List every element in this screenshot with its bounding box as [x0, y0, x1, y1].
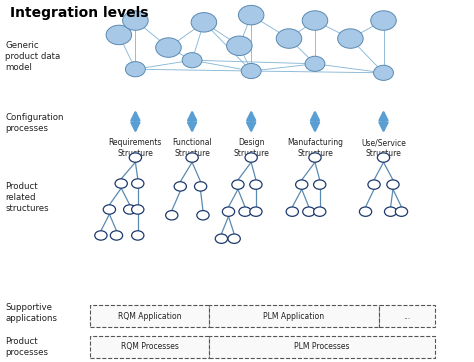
Circle shape: [115, 179, 128, 188]
Circle shape: [305, 56, 325, 71]
Circle shape: [126, 62, 146, 77]
Text: Product
processes: Product processes: [5, 337, 48, 357]
Text: Configuration
processes: Configuration processes: [5, 113, 64, 133]
Circle shape: [387, 180, 399, 189]
Circle shape: [129, 153, 142, 162]
Circle shape: [371, 11, 396, 30]
Circle shape: [377, 153, 390, 162]
Circle shape: [124, 205, 136, 214]
FancyBboxPatch shape: [91, 306, 209, 327]
Text: Use/Service
Structure: Use/Service Structure: [361, 138, 406, 158]
Circle shape: [182, 52, 202, 68]
Circle shape: [309, 153, 321, 162]
Circle shape: [303, 207, 315, 216]
Circle shape: [132, 231, 144, 240]
Circle shape: [156, 38, 181, 57]
Circle shape: [250, 180, 262, 189]
Circle shape: [186, 153, 198, 162]
Text: RQM Processes: RQM Processes: [120, 342, 179, 352]
Text: ...: ...: [403, 312, 410, 321]
Circle shape: [232, 180, 244, 189]
Circle shape: [174, 182, 186, 191]
Circle shape: [337, 29, 363, 48]
Text: Product
related
structures: Product related structures: [5, 182, 49, 213]
Circle shape: [227, 36, 252, 55]
Circle shape: [110, 231, 123, 240]
Circle shape: [238, 5, 264, 25]
Circle shape: [296, 180, 308, 189]
FancyBboxPatch shape: [91, 336, 209, 358]
Text: Manufacturing
Structure: Manufacturing Structure: [287, 138, 343, 158]
FancyBboxPatch shape: [209, 336, 436, 358]
Circle shape: [106, 25, 132, 45]
Circle shape: [95, 231, 107, 240]
Circle shape: [276, 29, 302, 48]
Text: Design
Structure: Design Structure: [233, 138, 269, 158]
Text: Generic
product data
model: Generic product data model: [5, 41, 61, 72]
Circle shape: [395, 207, 408, 216]
Circle shape: [314, 207, 326, 216]
Text: Supportive
applications: Supportive applications: [5, 303, 57, 323]
Text: PLM Processes: PLM Processes: [294, 342, 350, 352]
Circle shape: [103, 205, 116, 214]
Circle shape: [374, 65, 393, 80]
Text: RQM Application: RQM Application: [118, 312, 182, 321]
Circle shape: [132, 205, 144, 214]
Circle shape: [191, 13, 217, 32]
Circle shape: [228, 234, 240, 243]
Circle shape: [359, 207, 372, 216]
Circle shape: [215, 234, 228, 243]
Circle shape: [194, 182, 207, 191]
Circle shape: [314, 180, 326, 189]
Circle shape: [250, 207, 262, 216]
Text: Functional
Structure: Functional Structure: [172, 138, 212, 158]
Text: Requirements
Structure: Requirements Structure: [109, 138, 162, 158]
Circle shape: [286, 207, 299, 216]
Circle shape: [302, 11, 328, 30]
Circle shape: [241, 63, 261, 79]
FancyBboxPatch shape: [209, 306, 379, 327]
Circle shape: [132, 179, 144, 188]
Circle shape: [384, 207, 397, 216]
Text: Integration levels: Integration levels: [10, 6, 149, 20]
Circle shape: [197, 211, 209, 220]
Circle shape: [165, 211, 178, 220]
Circle shape: [222, 207, 235, 216]
Circle shape: [239, 207, 251, 216]
Circle shape: [368, 180, 380, 189]
Circle shape: [123, 11, 148, 30]
FancyBboxPatch shape: [379, 306, 436, 327]
Text: PLM Application: PLM Application: [263, 312, 324, 321]
Circle shape: [245, 153, 257, 162]
